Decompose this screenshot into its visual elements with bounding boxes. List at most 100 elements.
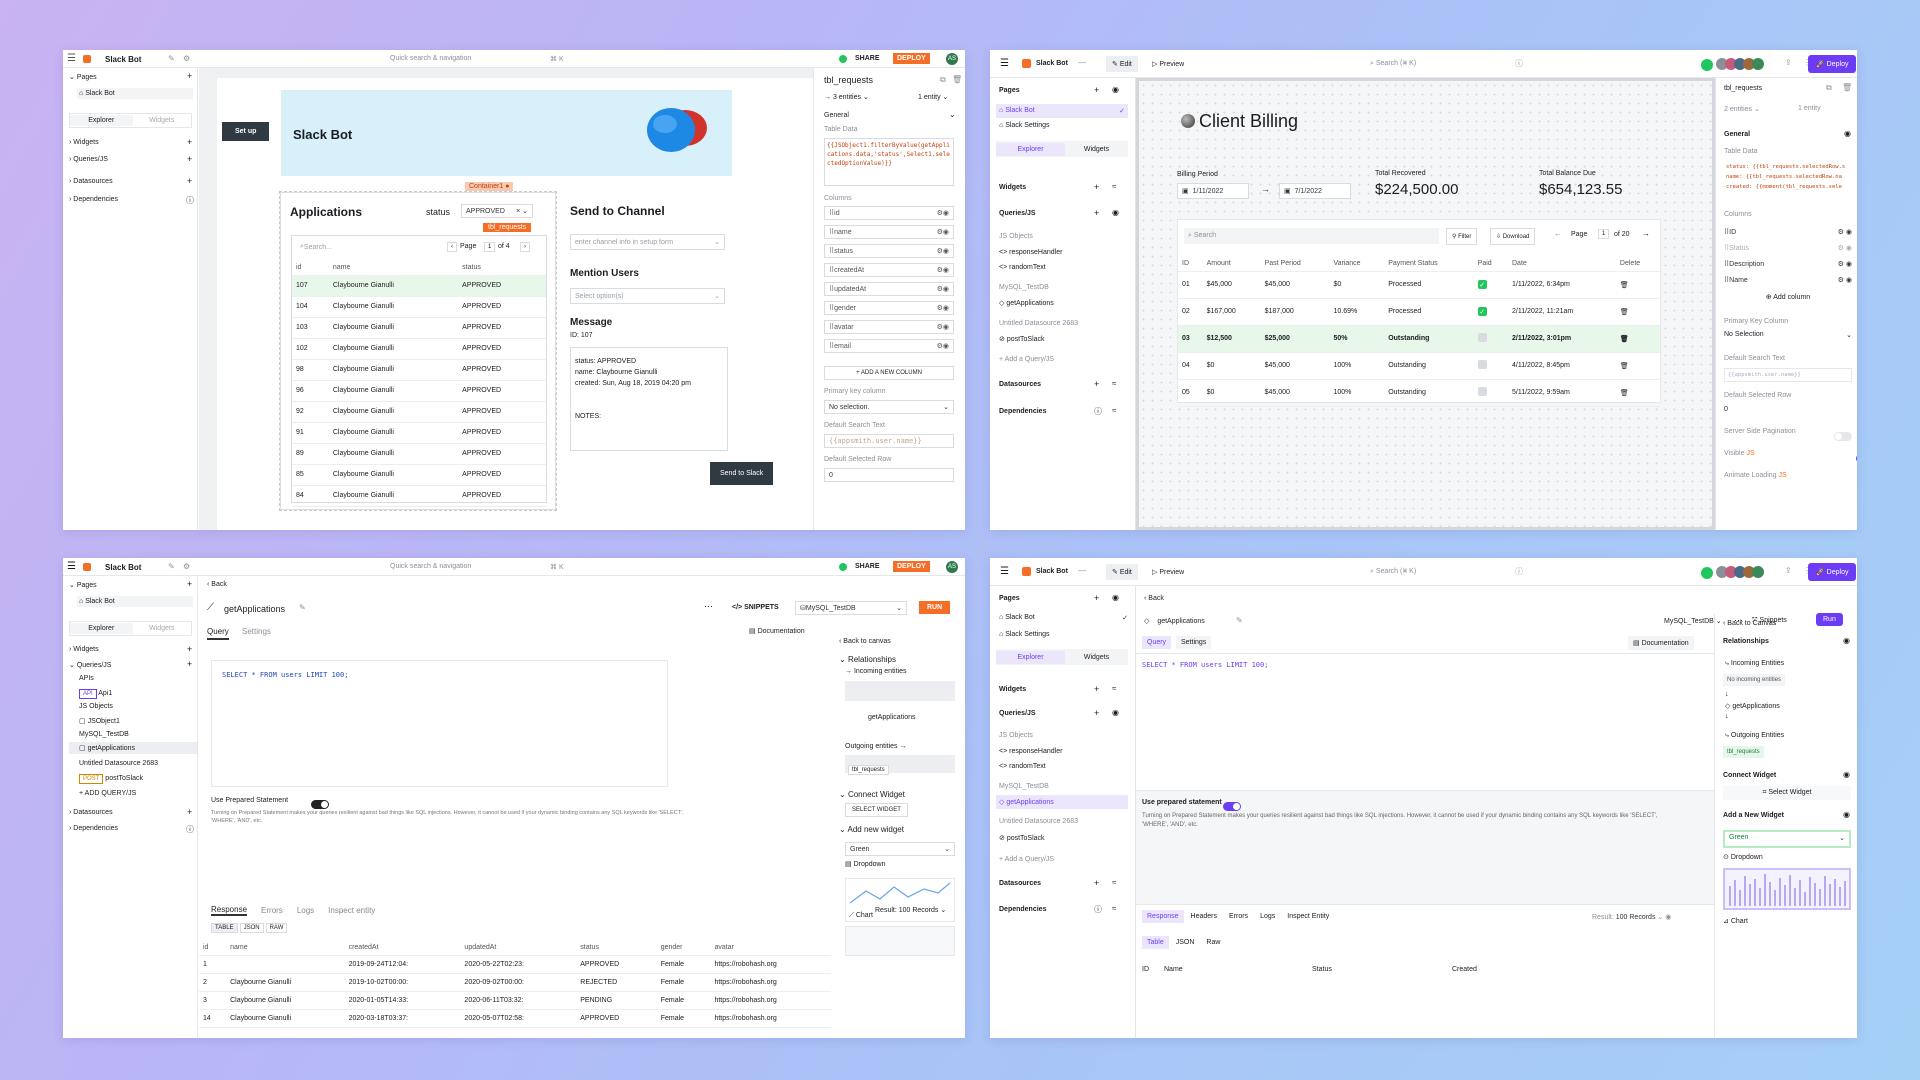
applications-container[interactable]: Applications status APPROVED × ⌄ tbl_requ… bbox=[279, 191, 557, 511]
help-icon[interactable]: ⓘ bbox=[1094, 407, 1102, 416]
table-data-editor[interactable]: status: {{tbl_requests.selectedRow.s nam… bbox=[1724, 160, 1852, 200]
column-item[interactable]: ⠿ gender ⚙ ◉ bbox=[824, 301, 954, 315]
eye-icon[interactable]: ◉ bbox=[1844, 129, 1851, 138]
queries-section[interactable]: Queries/JS bbox=[999, 710, 1036, 717]
datasources-section[interactable]: Datasources bbox=[999, 880, 1042, 887]
eye-icon[interactable]: ◉ bbox=[1112, 593, 1119, 602]
widgets-section[interactable]: › Widgets bbox=[69, 646, 99, 653]
collapse-icon[interactable]: ≈ bbox=[1112, 182, 1117, 191]
js-item[interactable]: <> responseHandler bbox=[999, 748, 1063, 755]
column-header[interactable]: Variance bbox=[1329, 256, 1385, 272]
collapse-icon[interactable]: ≈ bbox=[1112, 406, 1117, 415]
column-header[interactable]: Created bbox=[1452, 966, 1477, 973]
add-query-button[interactable]: + Add a Query/JS bbox=[999, 856, 1055, 863]
widget-color-select[interactable]: Green ⌄ bbox=[1723, 830, 1851, 848]
response-tab[interactable]: Response bbox=[211, 905, 248, 916]
settings-icon[interactable]: ⚙ bbox=[936, 229, 943, 236]
column-header[interactable]: name bbox=[328, 260, 459, 276]
add-query-icon[interactable]: + bbox=[187, 154, 193, 164]
checkbox-checked-icon[interactable]: ✓ bbox=[1477, 307, 1487, 316]
drag-handle-icon[interactable]: ⠿ bbox=[829, 305, 835, 312]
query-item[interactable]: ▢ JSObject1 bbox=[79, 717, 120, 725]
js-badge[interactable]: JS bbox=[1778, 472, 1787, 479]
table-row[interactable]: 05 $0 $45,000 100% Outstanding 5/11/2022, 9:5… bbox=[1178, 379, 1660, 407]
table-row[interactable]: 91 Claybourne Gianulli APPROVED bbox=[292, 422, 546, 444]
column-item[interactable]: ⠿ status ⚙ ◉ bbox=[824, 244, 954, 258]
prev-page-icon[interactable]: ← bbox=[1554, 229, 1562, 238]
format-tab[interactable]: JSON bbox=[1175, 939, 1195, 946]
collapse-icon[interactable]: ≈ bbox=[1112, 904, 1117, 913]
add-datasource-icon[interactable]: + bbox=[187, 807, 193, 817]
help-icon[interactable]: ⓘ bbox=[186, 825, 194, 834]
copy-icon[interactable]: ⧉ bbox=[940, 75, 946, 84]
response-tab[interactable]: Response bbox=[1142, 910, 1184, 923]
avatar[interactable] bbox=[1752, 58, 1764, 70]
column-header[interactable]: Date bbox=[1508, 256, 1616, 272]
settings-icon[interactable]: ⚙ bbox=[936, 210, 943, 217]
run-button[interactable]: RUN bbox=[919, 601, 951, 614]
drag-handle-icon[interactable]: ⠿ bbox=[829, 229, 835, 236]
add-datasource-icon[interactable]: + bbox=[1094, 379, 1100, 389]
query-item[interactable]: POST postToSlack bbox=[79, 774, 143, 784]
response-tab[interactable]: Errors bbox=[1229, 913, 1249, 920]
table-option[interactable] bbox=[845, 926, 955, 956]
settings-icon[interactable]: ⚙ bbox=[936, 343, 943, 350]
edit-mode-button[interactable]: ✎ Edit bbox=[1106, 56, 1138, 72]
minus-icon[interactable]: — bbox=[1078, 566, 1086, 575]
checkbox-empty-icon[interactable] bbox=[1477, 333, 1487, 342]
add-page-icon[interactable]: + bbox=[1094, 593, 1100, 603]
add-query-button[interactable]: + ADD QUERY/JS bbox=[79, 790, 137, 797]
column-header[interactable]: updatedAt bbox=[460, 940, 577, 956]
prepared-toggle[interactable] bbox=[1223, 802, 1241, 811]
add-column-button[interactable]: + ADD A NEW COLUMN bbox=[824, 366, 954, 380]
queries-section[interactable]: › Queries/JS bbox=[69, 156, 108, 163]
pk-select[interactable]: No Selection ⌄ bbox=[1724, 331, 1852, 339]
checkbox-empty-icon[interactable] bbox=[1477, 360, 1487, 369]
download-button[interactable]: ⇩ Download bbox=[1490, 228, 1536, 245]
add-new-widget-section[interactable]: ⌄ Add new widget bbox=[839, 825, 904, 834]
requests-table[interactable]: ⌕ Search... ‹ Page 1 of 4 › id name status… bbox=[291, 235, 547, 507]
response-tab[interactable]: Logs bbox=[1260, 913, 1276, 920]
minus-icon[interactable]: — bbox=[1078, 58, 1086, 67]
entities-dropdown[interactable]: → 3 entities ⌄ bbox=[824, 94, 869, 101]
column-header[interactable]: avatar bbox=[710, 940, 831, 956]
paid-cell[interactable]: ✓ bbox=[1473, 298, 1508, 326]
add-page-icon[interactable]: + bbox=[187, 579, 193, 589]
date-to-input[interactable]: ▣ 7/1/2022 bbox=[1279, 183, 1351, 199]
add-column-button[interactable]: ⊕ Add column bbox=[1765, 294, 1811, 301]
deploy-button[interactable]: 🚀 Deploy bbox=[1808, 55, 1857, 73]
eye-icon[interactable]: ◉ bbox=[942, 267, 949, 274]
help-icon[interactable]: ⓘ bbox=[186, 196, 194, 205]
connect-widget-section[interactable]: ⌄ Connect Widget bbox=[839, 790, 905, 799]
table-row[interactable]: 104 Claybourne Gianulli APPROVED bbox=[292, 296, 546, 318]
column-header[interactable]: Paid bbox=[1473, 256, 1508, 272]
table-row[interactable]: 89 Claybourne Gianulli APPROVED bbox=[292, 443, 546, 465]
dsr-input[interactable]: 0 bbox=[1724, 406, 1728, 413]
relationships-section[interactable]: ⌄ Relationships bbox=[839, 655, 896, 664]
app-name[interactable]: Slack Bot bbox=[1036, 60, 1068, 67]
trash-icon[interactable]: 🗑 bbox=[1615, 379, 1660, 407]
query-item-active[interactable]: ◇ getApplications bbox=[996, 795, 1128, 809]
response-tab[interactable]: Headers bbox=[1190, 913, 1217, 920]
documentation-button[interactable]: ▤ Documentation bbox=[1628, 636, 1694, 650]
queries-section[interactable]: ⌄ Queries/JS bbox=[69, 662, 112, 669]
column-header[interactable]: Payment Status bbox=[1384, 256, 1474, 272]
paid-cell[interactable] bbox=[1473, 325, 1508, 353]
checkbox-checked-icon[interactable]: ✓ bbox=[1477, 280, 1487, 289]
response-tab[interactable]: Logs bbox=[296, 906, 315, 915]
add-page-icon[interactable]: + bbox=[1094, 85, 1100, 95]
table-row[interactable]: 14 Claybourne Gianulli 2020-03-18T03:37: 20… bbox=[199, 1009, 831, 1028]
general-section[interactable]: General bbox=[1724, 131, 1751, 138]
menu-icon[interactable]: ☰ bbox=[1000, 566, 1009, 577]
column-item[interactable]: ⠿ Status ⚙ ◉ bbox=[1724, 240, 1852, 256]
format-tab[interactable]: RAW bbox=[265, 923, 288, 933]
entity-dropdown[interactable]: 1 entity ⌄ bbox=[918, 94, 949, 101]
table-row[interactable]: 2 Claybourne Gianulli 2019-10-02T00:00: 202… bbox=[199, 973, 831, 992]
column-header[interactable]: gender bbox=[656, 940, 711, 956]
query-item-active[interactable]: ▢ getApplications bbox=[69, 742, 197, 754]
settings-icon[interactable]: ⚙ bbox=[936, 286, 943, 293]
settings-icon[interactable]: ⚙ ◉ bbox=[1837, 245, 1852, 252]
deploy-button[interactable]: 🚀 Deploy bbox=[1808, 563, 1857, 581]
preview-mode-button[interactable]: ▷ Preview bbox=[1152, 61, 1185, 68]
query-item[interactable]: ⊘ postToSlack bbox=[999, 835, 1045, 842]
